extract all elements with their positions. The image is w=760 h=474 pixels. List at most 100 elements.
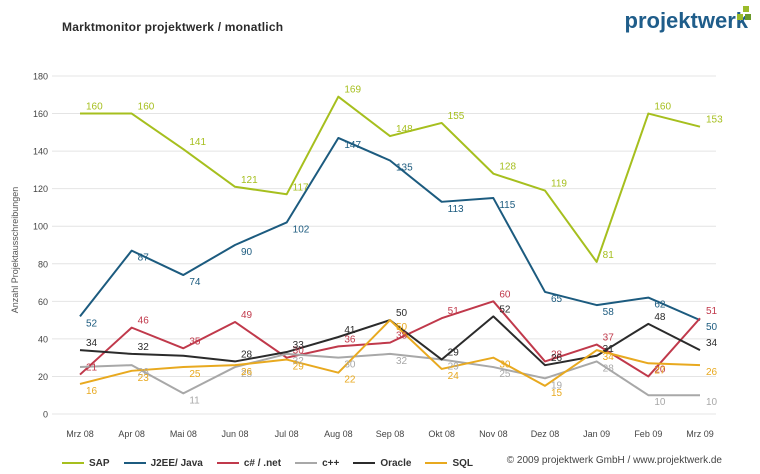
legend-item: c# / .net bbox=[216, 456, 282, 470]
y-tick-label: 40 bbox=[38, 334, 48, 344]
data-label: 25 bbox=[241, 369, 253, 380]
data-label: 16 bbox=[86, 386, 98, 397]
chart-grid bbox=[52, 75, 716, 415]
x-tick-label: Dez 08 bbox=[531, 429, 560, 439]
data-label: 26 bbox=[551, 353, 563, 364]
data-label: 50 bbox=[396, 322, 408, 333]
data-label: 29 bbox=[448, 348, 460, 359]
data-label: 60 bbox=[499, 289, 511, 300]
data-label: 35 bbox=[189, 336, 201, 347]
series-line-sql bbox=[79, 319, 701, 387]
data-label: 46 bbox=[138, 316, 150, 327]
data-label: 36 bbox=[344, 334, 356, 345]
data-label: 34 bbox=[86, 338, 98, 349]
chart-title: Marktmonitor projektwerk / monatlich bbox=[62, 20, 284, 34]
data-label: 81 bbox=[603, 250, 615, 261]
data-label: 48 bbox=[654, 312, 666, 323]
legend-item: SAP bbox=[62, 456, 110, 470]
projektwerk-logo: projektwerk bbox=[624, 6, 751, 34]
data-label: 50 bbox=[706, 322, 718, 333]
x-tick-label: Jul 08 bbox=[275, 429, 299, 439]
data-label: 30 bbox=[293, 346, 305, 357]
data-label: 26 bbox=[241, 367, 253, 378]
logo-square-icon bbox=[742, 6, 749, 12]
data-label: 28 bbox=[241, 349, 253, 360]
x-tick-label: Mrz 08 bbox=[66, 429, 94, 439]
legend-item: J2EE/ Java bbox=[123, 456, 203, 470]
legend-swatch bbox=[216, 462, 239, 464]
data-label: 51 bbox=[448, 306, 460, 317]
y-tick-label: 100 bbox=[33, 222, 48, 232]
y-tick-label: 0 bbox=[43, 410, 48, 420]
x-tick-label: Mrz 09 bbox=[686, 429, 714, 439]
data-label: 115 bbox=[499, 200, 515, 211]
y-tick-label: 20 bbox=[38, 372, 48, 382]
data-label: 169 bbox=[344, 85, 361, 96]
x-tick-label: Apr 08 bbox=[118, 429, 145, 439]
data-label: 27 bbox=[654, 365, 666, 376]
data-label: 24 bbox=[448, 371, 460, 382]
data-label: 32 bbox=[396, 356, 408, 367]
data-label: 160 bbox=[86, 102, 103, 113]
x-tick-label: Nov 08 bbox=[479, 429, 508, 439]
data-label: 121 bbox=[241, 175, 258, 186]
series-line-j2ee-java bbox=[79, 136, 701, 322]
x-tick-label: Mai 08 bbox=[170, 429, 197, 439]
y-tick-label: 140 bbox=[33, 147, 48, 157]
data-label: 33 bbox=[293, 340, 305, 351]
data-label: 22 bbox=[344, 375, 356, 386]
series-line-c- bbox=[79, 352, 700, 397]
legend-swatch bbox=[353, 462, 376, 464]
y-axis: 0 20 40 60 80 100 120 140 160 180 bbox=[33, 72, 48, 420]
data-label: 32 bbox=[138, 342, 150, 353]
legend-label: Oracle bbox=[380, 457, 412, 469]
y-tick-label: 60 bbox=[38, 297, 48, 307]
legend-label: c# / .net bbox=[243, 457, 282, 469]
legend-item: SQL bbox=[425, 456, 473, 470]
logo-square-icon bbox=[744, 14, 751, 20]
data-label: 28 bbox=[603, 363, 615, 374]
data-label: 31 bbox=[603, 344, 615, 355]
data-label: 23 bbox=[138, 373, 150, 384]
y-tick-label: 120 bbox=[33, 184, 48, 194]
data-label: 128 bbox=[499, 162, 516, 173]
data-label: 160 bbox=[138, 102, 155, 113]
data-label: 147 bbox=[344, 140, 361, 151]
legend-swatch bbox=[425, 462, 448, 464]
data-label: 51 bbox=[706, 306, 718, 317]
data-label: 34 bbox=[603, 352, 615, 363]
data-label: 25 bbox=[189, 369, 201, 380]
data-label: 34 bbox=[706, 338, 718, 349]
data-label: 160 bbox=[654, 102, 671, 113]
data-label: 29 bbox=[293, 362, 305, 373]
legend-label: SQL bbox=[452, 457, 474, 469]
series-line-sap bbox=[80, 95, 701, 263]
x-tick-label: Feb 09 bbox=[634, 429, 662, 439]
data-label: 28 bbox=[551, 349, 563, 360]
y-tick-label: 160 bbox=[33, 109, 48, 119]
data-label: 141 bbox=[189, 137, 206, 148]
data-label: 52 bbox=[499, 304, 511, 315]
data-label: 38 bbox=[396, 331, 408, 342]
x-axis: Mrz 08 Apr 08 Mai 08 Jun 08 Jul 08 Aug 08 Sep … bbox=[66, 429, 714, 439]
x-tick-label: Okt 08 bbox=[428, 429, 455, 439]
data-label: 49 bbox=[241, 310, 253, 321]
legend-label: SAP bbox=[89, 457, 110, 469]
legend-item: c++ bbox=[295, 456, 339, 470]
data-label: 50 bbox=[396, 308, 408, 319]
logo-text: projektwerk bbox=[624, 8, 749, 33]
data-label: 20 bbox=[654, 364, 666, 375]
legend-swatch bbox=[62, 462, 84, 464]
data-label: 10 bbox=[654, 397, 666, 408]
data-label: 113 bbox=[448, 204, 464, 215]
legend-swatch bbox=[123, 462, 146, 464]
data-label: 30 bbox=[499, 360, 511, 371]
x-tick-label: Aug 08 bbox=[324, 429, 353, 439]
data-label: 25 bbox=[499, 369, 511, 380]
data-label: 58 bbox=[603, 307, 615, 318]
data-label: 102 bbox=[293, 224, 310, 235]
logo-square-icon bbox=[736, 14, 743, 20]
legend-label: c++ bbox=[322, 457, 340, 469]
data-label: 87 bbox=[138, 253, 150, 264]
